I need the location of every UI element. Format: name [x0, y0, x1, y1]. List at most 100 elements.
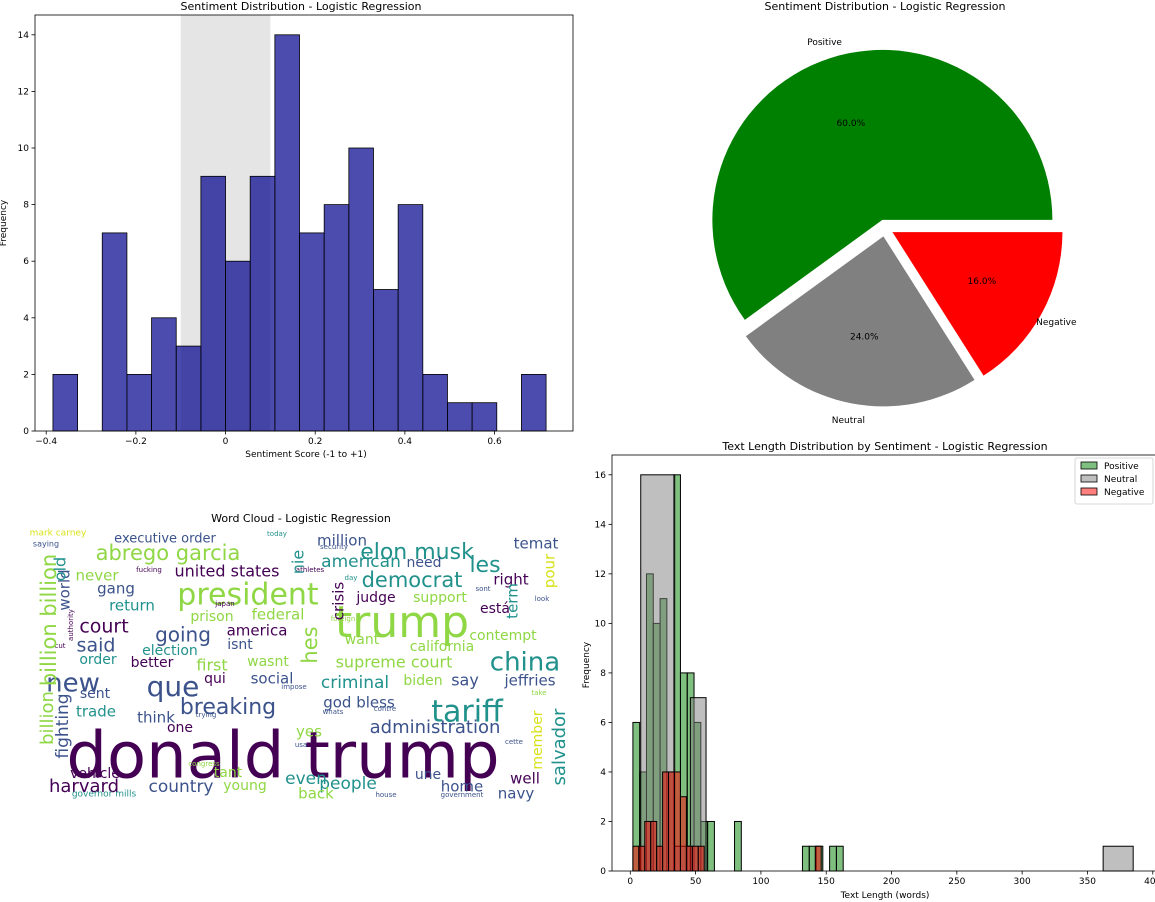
cloud-word: trying	[196, 711, 217, 719]
cloud-word: sont	[475, 585, 490, 593]
histogram-bar	[249, 175, 276, 432]
histogram-bar	[101, 232, 128, 432]
cloud-word: security	[320, 543, 348, 551]
length-bar-positive	[801, 845, 810, 872]
x-tick-label: 200	[883, 877, 900, 887]
y-tick-label: 0	[600, 867, 606, 877]
cloud-word: court	[79, 616, 128, 638]
histogram-bar	[299, 232, 325, 432]
cloud-word: abrego garcia	[96, 541, 241, 565]
cloud-word: breaking	[180, 695, 276, 720]
histogram-ylabel: Frequency	[0, 199, 9, 246]
cloud-word: want	[345, 632, 380, 648]
histogram-bar	[422, 374, 448, 432]
cloud-word: tant	[214, 765, 243, 781]
cloud-word: usa	[295, 741, 307, 749]
cloud-word-vertical: billion billion	[37, 554, 61, 686]
cloud-word: america	[227, 622, 288, 640]
cloud-word: well	[510, 770, 540, 788]
cloud-word-vertical: fighting	[53, 693, 73, 758]
wordcloud-title: Word Cloud - Logistic Regression	[211, 512, 391, 525]
y-tick-label: 16	[595, 471, 607, 481]
cloud-word: saying	[33, 540, 59, 549]
cloud-word: japan	[214, 600, 234, 608]
cloud-word: need	[407, 555, 442, 571]
cloud-word: whats	[323, 708, 344, 716]
cloud-word: china	[490, 648, 560, 678]
y-tick-label: 10	[18, 144, 30, 154]
length-bar-negative	[814, 845, 822, 872]
x-tick-label: 50	[690, 877, 702, 887]
cloud-word: fucking	[136, 566, 162, 574]
cloud-word: said	[77, 635, 116, 657]
cloud-word: yes	[296, 723, 322, 741]
cloud-word-vertical: authority	[67, 609, 75, 641]
legend-swatch	[1080, 461, 1098, 470]
histogram-bar	[274, 34, 300, 432]
histogram-bar	[200, 175, 226, 432]
histogram-bar	[348, 147, 374, 432]
length-bar-negative	[656, 845, 664, 872]
pie-slice	[892, 232, 1063, 376]
length-xlabel: Text Length (words)	[840, 891, 930, 901]
cloud-word: sent	[80, 686, 111, 702]
cloud-word-vertical: billion	[37, 691, 58, 745]
pie-pct-label: 16.0%	[968, 277, 997, 287]
length-bar-neutral	[689, 697, 707, 872]
cloud-word: les	[469, 553, 500, 578]
word-cloud: Word Cloud - Logistic Regression donald …	[30, 512, 570, 803]
histogram-bar	[225, 260, 251, 432]
length-bar-negative	[632, 845, 640, 872]
cloud-word: look	[535, 595, 551, 603]
length-bar-negative	[697, 845, 705, 872]
histogram-frame	[34, 14, 574, 432]
cloud-word: democrat	[362, 568, 463, 592]
legend-swatch	[1080, 487, 1098, 496]
cloud-word: back	[298, 785, 334, 803]
x-tick-label: 150	[818, 877, 835, 887]
histogram-bar	[521, 374, 547, 432]
cloud-word: temat	[514, 535, 559, 553]
cloud-word: people	[319, 774, 377, 794]
x-tick-label: 350	[1079, 877, 1096, 887]
cloud-word: first	[196, 656, 227, 675]
x-tick-label: −0.2	[125, 437, 147, 447]
pie-pct-label: 24.0%	[850, 333, 879, 343]
cloud-word: president	[177, 578, 319, 613]
histogram-xlabel: Sentiment Score (-1 to +1)	[245, 450, 366, 460]
x-tick-label: 0.6	[487, 437, 502, 447]
cloud-word: federal	[252, 606, 305, 624]
cloud-word: god bless	[323, 694, 395, 712]
cloud-word: support	[413, 590, 467, 606]
cloud-word: contempt	[469, 628, 537, 644]
pie-label: Negative	[1036, 318, 1077, 328]
cloud-word: prison	[190, 609, 233, 625]
length-bar-positive	[829, 845, 837, 872]
cloud-word: athletes	[296, 566, 325, 574]
x-tick-label: 0.4	[398, 437, 413, 447]
cloud-word: vehicle	[70, 766, 120, 782]
cloud-word: social	[251, 670, 294, 688]
y-tick-label: 8	[23, 201, 29, 211]
legend-label: Positive	[1104, 462, 1139, 472]
length-bar-negative	[679, 796, 687, 872]
histogram-bar	[397, 204, 424, 432]
y-tick-label: 12	[595, 570, 606, 580]
pie-slice	[745, 236, 975, 407]
length-bar-negative	[644, 820, 652, 872]
cloud-word: gang	[97, 580, 135, 598]
cloud-word: right	[493, 571, 528, 589]
cloud-word: trade	[76, 703, 116, 721]
length-bar-negative	[638, 845, 646, 872]
histogram-bar	[52, 374, 78, 432]
cloud-word: administration	[370, 717, 501, 738]
cloud-word: wasnt	[247, 654, 289, 670]
cloud-word: even	[285, 769, 327, 789]
histogram-title: Sentiment Distribution - Logistic Regres…	[180, 0, 421, 13]
cloud-word: cette	[505, 738, 523, 746]
length-bar-negative	[650, 820, 658, 872]
cloud-word: american	[321, 552, 401, 572]
cloud-word: impose	[281, 683, 306, 691]
cloud-word-vertical: salvador	[549, 708, 570, 786]
histogram-bar	[151, 317, 177, 432]
